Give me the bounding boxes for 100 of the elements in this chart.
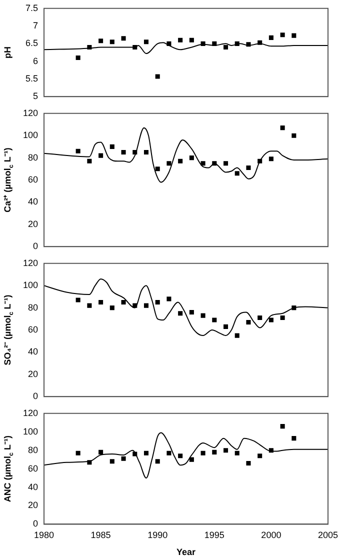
y-tick-label: 20 bbox=[28, 368, 38, 379]
point bbox=[166, 450, 172, 456]
y-tick-label: 60 bbox=[28, 174, 38, 184]
point bbox=[234, 333, 240, 338]
point bbox=[280, 32, 285, 38]
point bbox=[132, 303, 138, 308]
x-tick-label: 2000 bbox=[261, 530, 282, 540]
point bbox=[212, 161, 217, 166]
point bbox=[246, 320, 251, 324]
y-tick-label: 80 bbox=[28, 302, 38, 312]
point bbox=[110, 459, 114, 464]
point bbox=[292, 436, 296, 441]
point bbox=[121, 300, 126, 305]
point bbox=[98, 450, 104, 454]
point bbox=[178, 38, 183, 42]
y-tick-label: 6 bbox=[32, 56, 38, 66]
point bbox=[144, 150, 149, 155]
point bbox=[155, 74, 160, 79]
y-tick-label: 6.5 bbox=[25, 38, 38, 48]
point bbox=[121, 150, 126, 155]
point bbox=[189, 156, 194, 160]
point bbox=[98, 300, 104, 305]
point bbox=[76, 298, 80, 302]
y-tick-label: 20 bbox=[28, 500, 38, 510]
y-tick-label: 100 bbox=[22, 426, 38, 436]
point bbox=[98, 153, 104, 158]
y-tick-label: 5 bbox=[32, 91, 38, 102]
point bbox=[110, 144, 114, 149]
point bbox=[189, 457, 194, 462]
point bbox=[166, 296, 172, 302]
y-tick-label: 7 bbox=[32, 20, 38, 31]
point bbox=[178, 454, 183, 458]
x-tick-label: 1985 bbox=[90, 530, 111, 540]
point bbox=[155, 166, 160, 172]
line-series bbox=[44, 432, 328, 479]
point bbox=[212, 450, 217, 454]
point bbox=[87, 44, 92, 50]
point bbox=[246, 166, 251, 170]
point bbox=[144, 450, 149, 456]
point bbox=[258, 454, 262, 458]
point bbox=[268, 318, 274, 322]
point bbox=[189, 310, 194, 315]
point bbox=[132, 44, 138, 50]
y-axis-title: pH bbox=[2, 46, 12, 58]
y-tick-label: 5.5 bbox=[25, 73, 38, 84]
point bbox=[155, 300, 160, 305]
y-tick-label: 120 bbox=[22, 258, 38, 268]
point bbox=[200, 41, 206, 46]
point bbox=[76, 450, 80, 456]
y-tick-label: 20 bbox=[28, 218, 38, 229]
point bbox=[234, 171, 240, 176]
y-tick-label: 60 bbox=[28, 463, 38, 474]
point bbox=[144, 303, 149, 308]
point bbox=[178, 158, 183, 164]
point bbox=[212, 41, 217, 46]
x-axis-title: Year bbox=[176, 546, 196, 557]
point bbox=[280, 424, 285, 429]
line-series bbox=[44, 278, 328, 336]
point bbox=[268, 156, 274, 162]
point bbox=[246, 42, 251, 47]
point bbox=[76, 148, 80, 154]
point bbox=[87, 158, 92, 164]
point bbox=[246, 460, 251, 466]
x-tick-label: 1995 bbox=[204, 530, 224, 540]
point bbox=[132, 452, 138, 456]
point bbox=[110, 40, 114, 44]
y-tick-label: 40 bbox=[28, 196, 38, 207]
point bbox=[200, 450, 206, 456]
y-tick-label: 0 bbox=[32, 391, 38, 402]
point bbox=[189, 38, 194, 42]
y-tick-label: 60 bbox=[28, 324, 38, 334]
point bbox=[155, 459, 160, 464]
point bbox=[98, 38, 104, 44]
point bbox=[200, 161, 206, 166]
y-tick-label: 0 bbox=[32, 518, 38, 529]
y-tick-label: 80 bbox=[28, 152, 38, 162]
point bbox=[166, 161, 172, 166]
line-series bbox=[44, 127, 328, 183]
y-tick-label: 40 bbox=[28, 346, 38, 357]
point bbox=[258, 316, 262, 320]
y-tick-label: 120 bbox=[22, 408, 38, 418]
point bbox=[121, 36, 126, 41]
point bbox=[76, 56, 80, 60]
point bbox=[223, 161, 228, 166]
x-tick-label: 1990 bbox=[148, 530, 168, 540]
point bbox=[223, 44, 228, 50]
point bbox=[200, 313, 206, 318]
point bbox=[110, 306, 114, 310]
point bbox=[87, 460, 92, 465]
point bbox=[234, 41, 240, 46]
point bbox=[280, 126, 285, 130]
point bbox=[178, 311, 183, 316]
point bbox=[234, 450, 240, 456]
y-tick-label: 80 bbox=[28, 444, 38, 455]
point bbox=[166, 41, 172, 46]
point bbox=[258, 40, 262, 45]
point bbox=[292, 133, 296, 138]
y-tick-label: 40 bbox=[28, 482, 38, 492]
point bbox=[223, 324, 228, 329]
x-tick-label: 1980 bbox=[34, 530, 54, 540]
